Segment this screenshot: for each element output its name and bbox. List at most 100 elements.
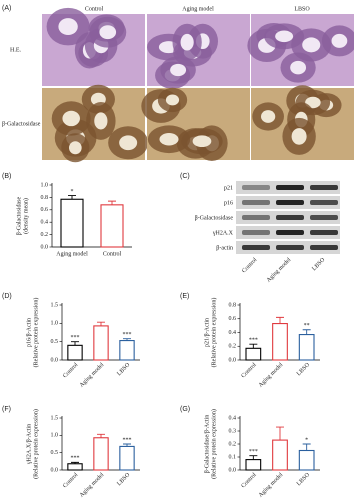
band [242,215,270,220]
lumen [69,141,82,155]
bar [245,459,262,471]
y-axis-label: p16/β-Actin [26,318,32,347]
error-bar [71,341,79,346]
lumen [99,25,117,40]
y-tick-label: 0.8 [41,195,49,201]
y-axis-label: (Relative protein expression) [210,409,217,479]
band [242,230,270,235]
panel-label: (D) [2,293,12,300]
bar [93,437,109,471]
band [242,245,270,250]
lumen [165,94,180,106]
lumen [58,18,78,36]
y-tick-label: 0.5 [51,450,59,456]
significance: *** [123,332,132,338]
x-tick-label: Aging model [56,251,88,257]
error-bar [249,343,258,349]
significance: *** [249,338,258,344]
error-bar [68,195,76,200]
band [310,230,338,235]
error-bar [108,200,116,205]
bar [119,445,135,471]
y-tick-label: 0.4 [229,415,237,421]
significance: * [71,189,74,195]
band [276,230,304,235]
x-tick-label: LBSO [296,472,312,488]
panel-label: (C) [180,173,190,180]
bar [119,340,135,361]
band-label: γH2A.X [212,230,234,236]
band [276,185,304,190]
error-bar [302,329,311,335]
lane-label: Aging model [266,257,293,284]
x-tick-label: LBSO [116,362,132,378]
panel-label: (B) [2,173,11,180]
y-axis-label: β-Galactosidase/β-Actin [204,415,210,473]
y-tick-label: 0.0 [51,357,59,363]
y-tick-label: 0.2 [229,441,237,447]
error-bar [123,443,131,447]
y-tick-label: 0.5 [51,339,59,345]
band [310,215,338,220]
error-bar [276,426,284,441]
column-header: Control [85,6,104,12]
lumen [290,60,307,75]
bar [298,334,315,361]
y-tick-label: 0.4 [229,330,237,336]
lane-label: LBSO [311,257,327,273]
y-axis-label: (Relative protein expression) [210,298,217,368]
y-tick-label: 1.0 [51,321,59,327]
micrographs [42,7,354,163]
y-axis-label: γH2A.X/β-Actin [26,424,32,465]
lane-label: Control [241,257,258,274]
x-tick-label: Aging model [79,362,106,389]
error-bar [249,455,258,460]
y-axis-label: β-Galactosidase [16,196,22,235]
band-label: β-Galactosidase [195,215,234,221]
x-tick-label: LBSO [116,472,132,488]
row-header: β-Galactosidase [2,121,41,127]
lumen [260,110,276,123]
lumen [291,128,307,145]
bar [67,344,83,361]
column-header: LBSO [294,6,310,12]
significance: *** [71,456,80,462]
band [242,200,270,205]
y-axis-label: (density mean) [22,198,29,234]
y-tick-label: 1.0 [51,433,59,439]
y-tick-label: 0.2 [41,232,49,238]
significance: * [305,437,308,443]
error-bar [97,433,105,438]
x-tick-label: Aging model [258,472,285,499]
lumen [94,112,108,130]
y-tick-label: 0.3 [229,428,237,434]
y-tick-label: 0.0 [41,244,49,250]
y-tick-label: 1.0 [41,182,49,188]
band [310,200,338,205]
x-tick-label: Control [241,362,258,379]
x-tick-label: Control [103,251,122,257]
band [310,185,338,190]
y-tick-label: 0.1 [229,454,237,460]
band-label: p21 [224,185,233,191]
panel-label: (F) [2,406,11,413]
band [276,215,304,220]
y-tick-label: 1.5 [51,415,59,421]
bar [272,323,288,361]
y-tick-label: 0.2 [229,344,237,350]
lumen [170,63,187,77]
y-tick-label: 0.6 [229,316,237,322]
y-tick-label: 0.6 [41,207,49,213]
bar [298,449,315,471]
bar [245,347,262,361]
lumen [331,33,348,48]
western-blot: p21 p16 β-Galactosidase γH2A.X β-actin Contro… [195,181,340,284]
band [310,245,338,250]
x-tick-label: Control [241,472,258,489]
y-tick-label: 0.8 [229,302,237,308]
lumen [302,37,321,53]
y-axis-label: (Relative protein expression) [32,409,39,479]
lumen [192,135,212,148]
band-label: p16 [224,200,233,206]
